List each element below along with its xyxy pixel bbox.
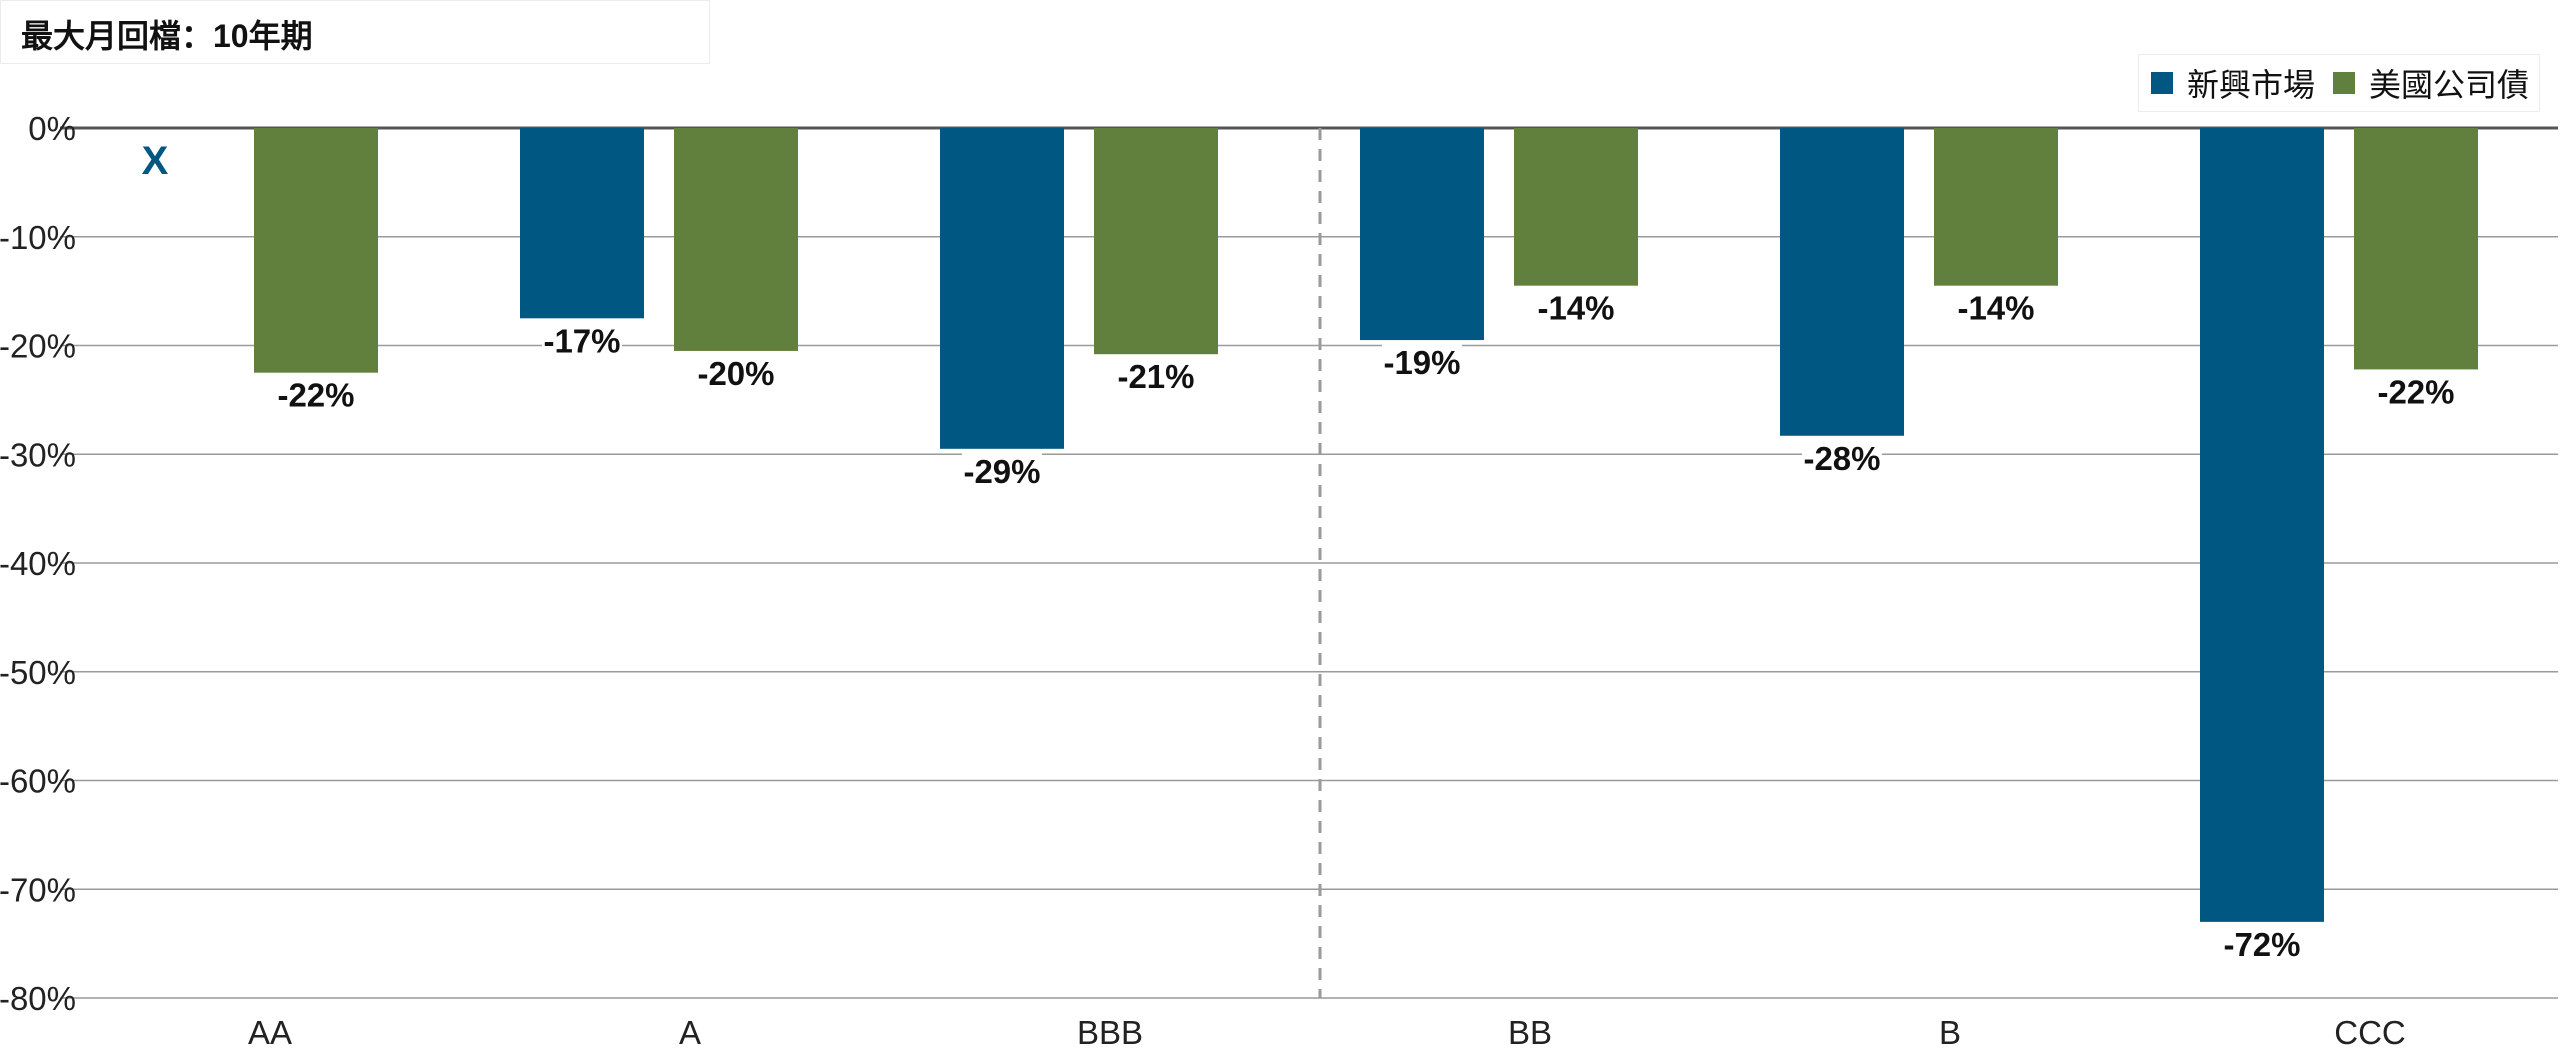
data-label: -29% — [963, 453, 1040, 490]
missing-data-marker: X — [142, 139, 169, 183]
data-label: -22% — [2377, 373, 2454, 410]
data-label: -72% — [2223, 926, 2300, 963]
bar — [674, 128, 798, 351]
data-label-bg — [542, 320, 622, 361]
data-label-bg — [696, 352, 776, 393]
data-label: -14% — [1957, 290, 2034, 327]
bar — [1780, 128, 1904, 436]
bar — [2354, 128, 2478, 370]
bar — [254, 128, 378, 373]
x-tick-label: BB — [1508, 1014, 1552, 1048]
data-label: -21% — [1117, 358, 1194, 395]
bar — [1360, 128, 1484, 341]
x-tick-label: AA — [248, 1014, 292, 1048]
x-tick-label: A — [679, 1014, 701, 1048]
data-label: -20% — [697, 355, 774, 392]
data-label-bg — [1116, 356, 1196, 397]
bar — [520, 128, 644, 319]
y-tick-label: -10% — [0, 219, 76, 256]
data-label: -28% — [1803, 440, 1880, 477]
chart-title-box: 最大月回檔：10年期 — [0, 0, 710, 64]
y-tick-label: -40% — [0, 545, 76, 582]
legend-label-emerging-markets: 新興市場 — [2186, 67, 2315, 103]
y-tick-label: -60% — [0, 763, 76, 800]
legend-label-us-corporate: 美國公司債 — [2368, 67, 2529, 103]
chart-title: 最大月回檔：10年期 — [21, 18, 313, 54]
y-tick-label: 0% — [28, 110, 76, 147]
y-tick-label: -50% — [0, 654, 76, 691]
y-tick-label: -70% — [0, 871, 76, 908]
chart-legend: 新興市場 美國公司債 — [2137, 54, 2540, 112]
legend-entry-emerging-markets: 新興市場 — [2150, 60, 2315, 106]
x-tick-label: BBB — [1077, 1014, 1143, 1048]
data-label-bg — [2222, 923, 2302, 964]
data-label-bg — [276, 374, 356, 415]
data-label-bg — [1802, 437, 1882, 478]
y-tick-label: -20% — [0, 328, 76, 365]
bar — [2200, 128, 2324, 922]
y-tick-label: -80% — [0, 980, 76, 1017]
y-tick-label: -30% — [0, 436, 76, 473]
legend-swatch-us-corporate — [2332, 72, 2355, 94]
x-tick-label: CCC — [2334, 1014, 2406, 1048]
data-label: -22% — [277, 377, 354, 414]
x-tick-label: B — [1939, 1014, 1961, 1048]
data-label: -19% — [1383, 344, 1460, 381]
bar — [1514, 128, 1638, 286]
data-label-bg — [2376, 371, 2456, 412]
data-label: -17% — [543, 322, 620, 359]
bar — [940, 128, 1064, 449]
legend-swatch-emerging-markets — [2150, 72, 2173, 94]
data-label-bg — [1382, 342, 1462, 383]
legend-entry-us-corporate: 美國公司債 — [2332, 60, 2529, 106]
data-label-bg — [1956, 287, 2036, 328]
data-label-bg — [962, 450, 1042, 491]
bar — [1934, 128, 2058, 286]
data-label-bg — [1536, 287, 1616, 328]
data-label: -14% — [1537, 290, 1614, 327]
bar — [1094, 128, 1218, 355]
